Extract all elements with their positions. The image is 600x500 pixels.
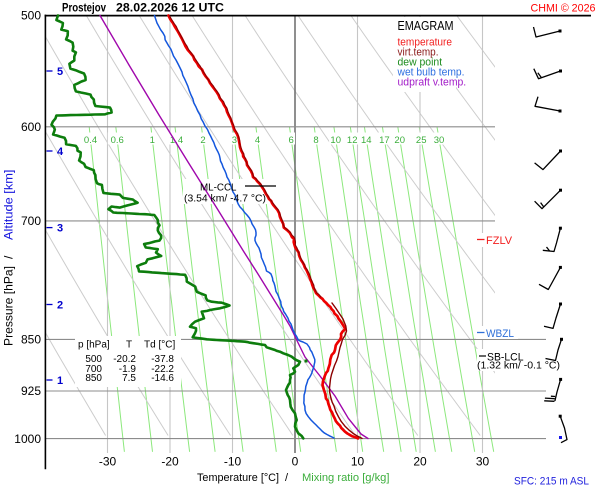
svg-text:850: 850 bbox=[21, 333, 41, 347]
svg-text:(3.54 km/ -4.7 °C): (3.54 km/ -4.7 °C) bbox=[184, 193, 266, 205]
svg-text:-20.2: -20.2 bbox=[113, 354, 136, 365]
svg-text:4: 4 bbox=[255, 135, 260, 146]
svg-text:FZLV: FZLV bbox=[486, 235, 513, 247]
svg-text:Temperature [°C]: Temperature [°C] bbox=[197, 472, 279, 484]
svg-text:wet bulb temp.: wet bulb temp. bbox=[397, 67, 465, 79]
svg-text:dew point: dew point bbox=[398, 57, 443, 69]
svg-text:2: 2 bbox=[200, 135, 205, 146]
svg-text:Pressure [hPa]: Pressure [hPa] bbox=[2, 266, 16, 346]
svg-text:600: 600 bbox=[21, 120, 41, 134]
svg-text:EMAGRAM: EMAGRAM bbox=[398, 18, 454, 33]
svg-text:/: / bbox=[285, 472, 289, 484]
svg-text:700: 700 bbox=[21, 214, 41, 228]
svg-text:500: 500 bbox=[85, 354, 102, 365]
svg-text:3: 3 bbox=[57, 223, 63, 235]
svg-text:0.6: 0.6 bbox=[111, 135, 124, 146]
svg-text:CHMI © 2026: CHMI © 2026 bbox=[531, 3, 596, 15]
svg-text:3: 3 bbox=[232, 135, 237, 146]
svg-text:-22.2: -22.2 bbox=[151, 364, 174, 375]
svg-text:14: 14 bbox=[361, 135, 372, 146]
svg-text:SB-LCL: SB-LCL bbox=[487, 352, 524, 364]
svg-text:Td [°C]: Td [°C] bbox=[144, 340, 175, 351]
svg-text:-37.8: -37.8 bbox=[151, 354, 174, 365]
svg-text:-10: -10 bbox=[224, 455, 242, 469]
svg-text:1000: 1000 bbox=[14, 432, 41, 446]
svg-text:-20: -20 bbox=[161, 455, 179, 469]
svg-text:850: 850 bbox=[85, 373, 102, 384]
svg-text:700: 700 bbox=[85, 364, 102, 375]
svg-text:p [hPa]: p [hPa] bbox=[78, 340, 110, 351]
svg-text:WBZL: WBZL bbox=[486, 328, 514, 340]
svg-text:4: 4 bbox=[57, 146, 64, 158]
svg-text:30: 30 bbox=[434, 135, 445, 146]
svg-text:20: 20 bbox=[394, 135, 405, 146]
svg-text:virt.temp.: virt.temp. bbox=[398, 47, 439, 59]
svg-text:-1.9: -1.9 bbox=[119, 364, 137, 375]
svg-text:1.4: 1.4 bbox=[170, 135, 183, 146]
svg-text:0.4: 0.4 bbox=[84, 135, 97, 146]
svg-text:6: 6 bbox=[289, 135, 294, 146]
svg-text:12: 12 bbox=[347, 135, 358, 146]
svg-text:28.02.2026 12 UTC: 28.02.2026 12 UTC bbox=[116, 1, 224, 15]
svg-text:SFC: 215 m ASL: SFC: 215 m ASL bbox=[514, 476, 589, 488]
svg-text:10: 10 bbox=[330, 135, 341, 146]
svg-text:500: 500 bbox=[21, 9, 41, 23]
svg-text:8: 8 bbox=[313, 135, 318, 146]
svg-text:0: 0 bbox=[292, 455, 299, 469]
svg-text:(1.32 km/ -0.1 °C): (1.32 km/ -0.1 °C) bbox=[477, 361, 560, 372]
svg-text:-14.6: -14.6 bbox=[151, 373, 174, 384]
svg-text:25: 25 bbox=[416, 135, 427, 146]
svg-text:1: 1 bbox=[150, 135, 155, 146]
svg-text:17: 17 bbox=[379, 135, 390, 146]
svg-text:udpraft v.temp.: udpraft v.temp. bbox=[398, 77, 467, 89]
svg-text:20: 20 bbox=[413, 455, 427, 469]
svg-text:Altitude [km]: Altitude [km] bbox=[2, 170, 16, 241]
svg-text:10: 10 bbox=[351, 455, 365, 469]
svg-text:7.5: 7.5 bbox=[122, 373, 136, 384]
svg-text:ML-CCL: ML-CCL bbox=[200, 183, 237, 194]
svg-text:/: / bbox=[2, 255, 16, 259]
svg-text:1: 1 bbox=[57, 375, 63, 387]
svg-text:2: 2 bbox=[57, 300, 63, 312]
svg-text:T: T bbox=[126, 340, 132, 351]
svg-text:925: 925 bbox=[21, 384, 41, 398]
svg-text:30: 30 bbox=[476, 455, 490, 469]
svg-text:Prostejov: Prostejov bbox=[62, 1, 106, 15]
svg-text:Mixing ratio [g/kg]: Mixing ratio [g/kg] bbox=[302, 472, 390, 484]
svg-text:5: 5 bbox=[57, 66, 63, 78]
svg-text:temperature: temperature bbox=[398, 37, 453, 49]
svg-text:-30: -30 bbox=[99, 455, 117, 469]
